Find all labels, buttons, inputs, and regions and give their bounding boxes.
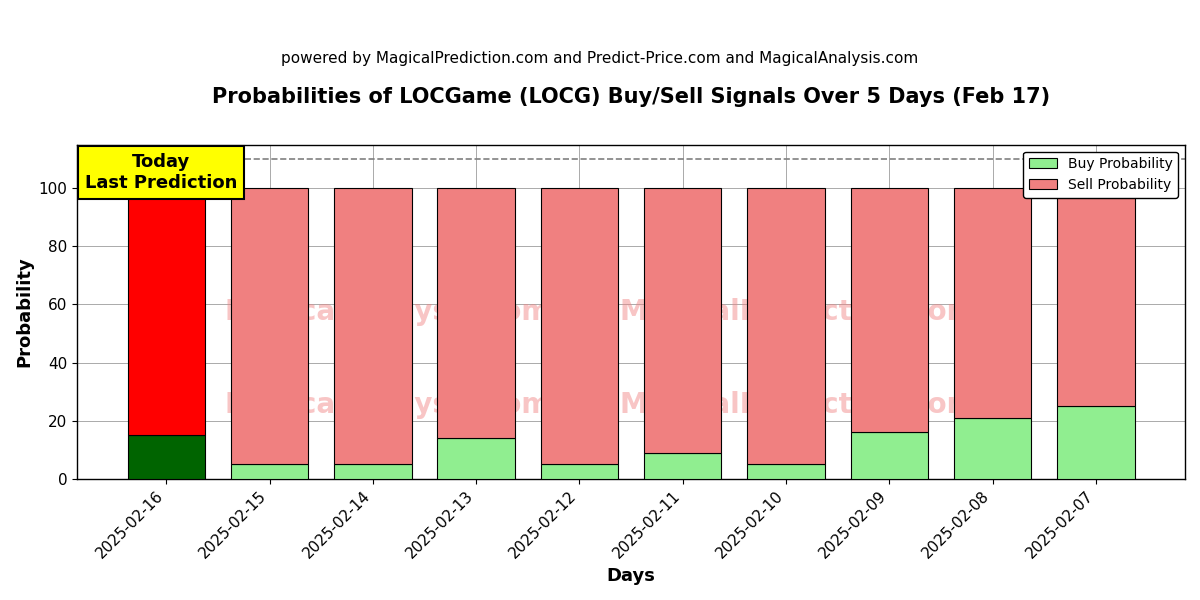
Bar — [541, 464, 618, 479]
Text: MagicalAnalysis.com: MagicalAnalysis.com — [224, 298, 551, 326]
Legend: Buy Probability, Sell Probability: Buy Probability, Sell Probability — [1024, 152, 1178, 197]
Text: MagicalAnalysis.com: MagicalAnalysis.com — [224, 391, 551, 419]
Bar — [230, 464, 308, 479]
Bar — [127, 435, 205, 479]
Bar — [230, 188, 308, 464]
Bar — [748, 464, 824, 479]
Bar — [851, 188, 928, 433]
Text: Today
Last Prediction: Today Last Prediction — [85, 154, 238, 192]
Bar — [1057, 188, 1135, 406]
Y-axis label: Probability: Probability — [14, 256, 32, 367]
Bar — [954, 418, 1031, 479]
Bar — [644, 188, 721, 452]
X-axis label: Days: Days — [607, 567, 655, 585]
Bar — [334, 464, 412, 479]
Bar — [1057, 406, 1135, 479]
Bar — [334, 188, 412, 464]
Bar — [954, 188, 1031, 418]
Bar — [127, 188, 205, 435]
Bar — [437, 438, 515, 479]
Title: Probabilities of LOCGame (LOCG) Buy/Sell Signals Over 5 Days (Feb 17): Probabilities of LOCGame (LOCG) Buy/Sell… — [212, 87, 1050, 107]
Bar — [644, 452, 721, 479]
Text: MagicalPrediction.com: MagicalPrediction.com — [619, 391, 976, 419]
Bar — [851, 433, 928, 479]
Text: MagicalPrediction.com: MagicalPrediction.com — [619, 298, 976, 326]
Bar — [437, 188, 515, 438]
Bar — [748, 188, 824, 464]
Bar — [541, 188, 618, 464]
Text: powered by MagicalPrediction.com and Predict-Price.com and MagicalAnalysis.com: powered by MagicalPrediction.com and Pre… — [281, 51, 919, 66]
